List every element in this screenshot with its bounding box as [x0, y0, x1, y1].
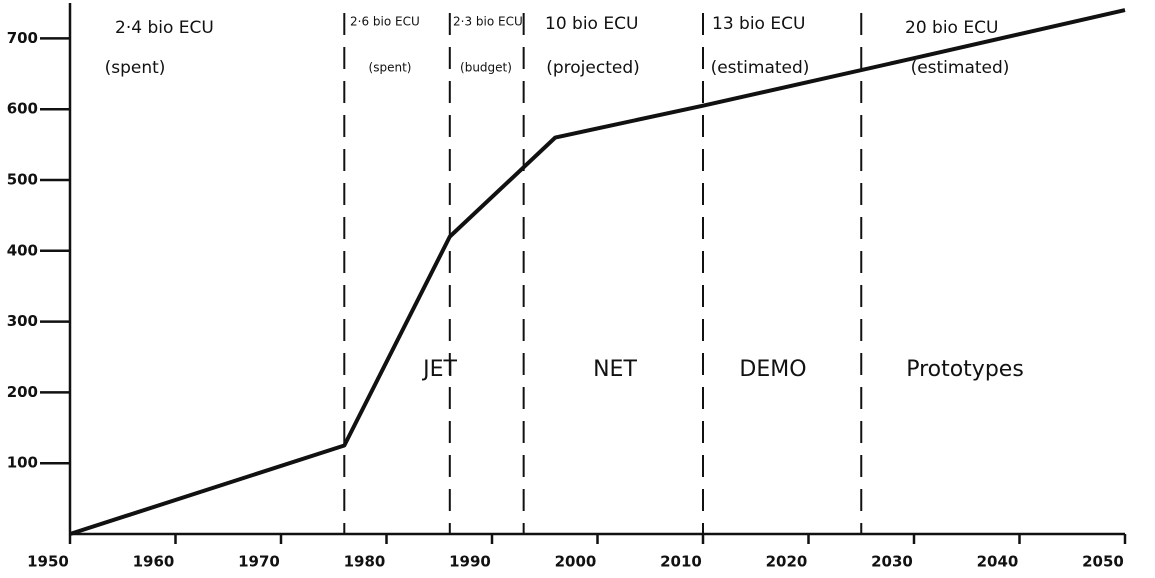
- x-tick-label: 2010: [660, 553, 702, 571]
- phase-label: Prototypes: [906, 357, 1024, 382]
- period-cost: 2·4 bio ECU: [115, 18, 214, 38]
- period-status: (estimated): [711, 58, 810, 78]
- x-tick-label: 2020: [766, 553, 808, 571]
- period-cost: 2·3 bio ECU: [453, 15, 523, 29]
- period-status: (spent): [105, 58, 166, 78]
- x-tick-label: 2000: [555, 553, 597, 571]
- data-line: [69, 8, 1126, 536]
- x-tick-label: 2050: [1082, 553, 1124, 571]
- phase-label: NET: [593, 357, 637, 382]
- y-tick-label: 400: [7, 241, 38, 259]
- x-tick-label: 2030: [871, 553, 913, 571]
- y-tick-label: 600: [7, 100, 38, 118]
- x-tick-label: 1990: [449, 553, 491, 571]
- phase-label: DEMO: [739, 357, 806, 382]
- period-status: (spent): [369, 61, 412, 75]
- x-tick-label: 1960: [133, 553, 175, 571]
- period-cost: 20 bio ECU: [905, 18, 998, 38]
- y-tick-label: 500: [7, 171, 38, 189]
- period-status: (budget): [460, 61, 512, 75]
- y-tick-label: 100: [7, 454, 38, 472]
- y-tick-label: 200: [7, 383, 38, 401]
- period-status: (projected): [546, 58, 640, 78]
- phase-label: JET: [421, 357, 457, 382]
- period-status: (estimated): [911, 58, 1010, 78]
- y-tick-label: 700: [7, 29, 38, 47]
- x-tick-label: 1950: [27, 553, 69, 571]
- x-tick-label: 1980: [344, 553, 386, 571]
- y-tick-label: 300: [7, 312, 38, 330]
- period-cost: 13 bio ECU: [712, 14, 805, 34]
- x-tick-label: 1970: [238, 553, 280, 571]
- period-cost: 10 bio ECU: [545, 14, 638, 34]
- x-tick-label: 2040: [977, 553, 1019, 571]
- period-cost: 2·6 bio ECU: [350, 15, 420, 29]
